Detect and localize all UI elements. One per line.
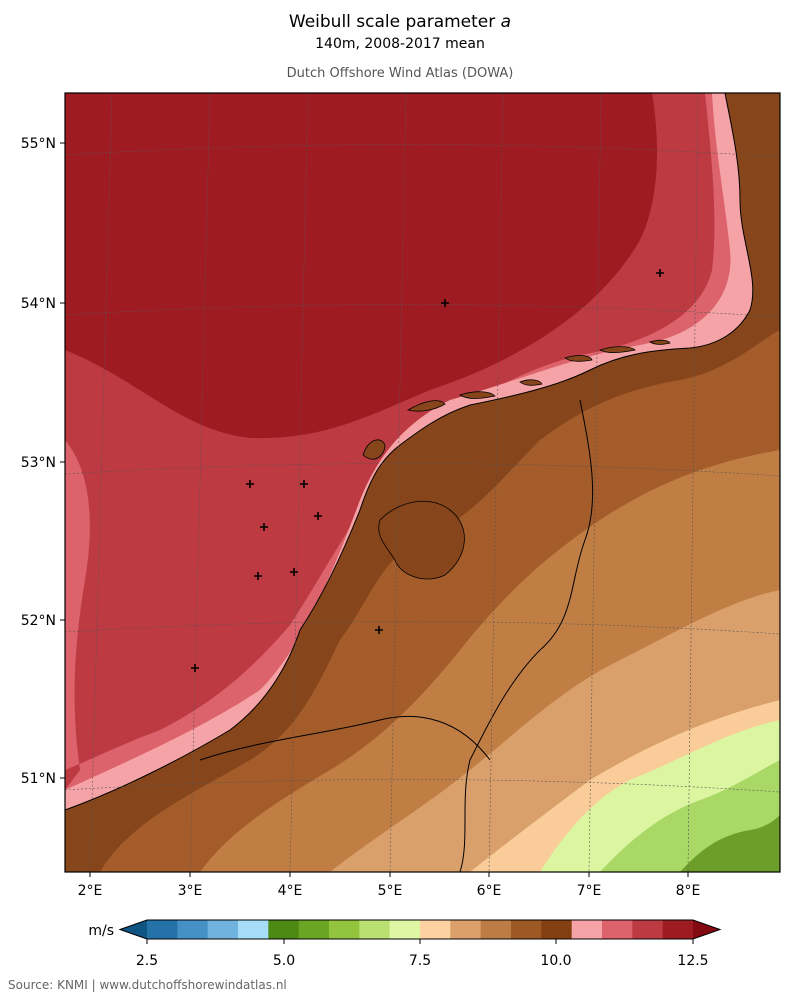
colorbar-tick-label: 2.5 <box>136 953 158 969</box>
latitude-line <box>65 779 780 793</box>
colorbar-cell <box>450 920 482 939</box>
colorbar-tick-label: 5.0 <box>273 953 295 969</box>
site-marker <box>656 269 664 277</box>
island <box>406 400 446 412</box>
longitude-label: 5°E <box>378 883 403 899</box>
colorbar-tick-label: 7.5 <box>409 953 431 969</box>
colorbar-cell <box>480 920 512 939</box>
country-border <box>199 715 491 761</box>
colorbar-cell <box>389 920 421 939</box>
low-wind-region-dark <box>680 815 780 872</box>
longitude-line <box>488 93 504 872</box>
longitude-label: 4°E <box>278 883 303 899</box>
site-marker <box>290 568 298 576</box>
island <box>459 391 496 399</box>
colorbar-cell <box>268 920 300 939</box>
latitude-label: 52°N <box>21 613 56 629</box>
colorbar-cell <box>571 920 603 939</box>
latitude-line <box>65 621 780 635</box>
colorbar-ticks: 2.5 5.0 7.5 10.0 12.5 <box>136 939 709 969</box>
longitude-line <box>588 93 602 872</box>
colorbar-cell <box>632 920 664 939</box>
site-marker <box>260 523 268 531</box>
site-marker <box>246 480 254 488</box>
colorbar: m/s 2.5 5.0 7.5 10.0 12.5 <box>88 919 722 969</box>
longitude-label: 8°E <box>676 883 701 899</box>
colorbar-cell <box>693 920 720 939</box>
colorbar-cell <box>541 920 573 939</box>
map-subtitle: 140m, 2008-2017 mean <box>315 36 485 52</box>
colorbar-cells <box>118 919 722 940</box>
longitude-label: 2°E <box>78 883 103 899</box>
longitude-label: 7°E <box>577 883 602 899</box>
longitude-line <box>289 93 309 872</box>
colorbar-cell <box>662 920 694 939</box>
latitude-label: 53°N <box>21 455 56 471</box>
site-marker <box>254 572 262 580</box>
source-note: Source: KNMI | www.dutchoffshorewindatla… <box>8 978 287 992</box>
colorbar-cell <box>120 920 147 939</box>
longitude-line <box>189 93 211 872</box>
site-markers <box>191 269 664 672</box>
island <box>362 439 386 460</box>
latitude-line <box>65 463 780 477</box>
atlas-credit: Dutch Offshore Wind Atlas (DOWA) <box>286 66 514 81</box>
site-marker <box>191 664 199 672</box>
colorbar-cell <box>177 920 209 939</box>
colorbar-cell <box>147 920 178 939</box>
island <box>519 379 543 386</box>
colorbar-cell <box>207 920 239 939</box>
longitude-line <box>687 93 699 872</box>
latitude-label: 55°N <box>21 136 56 152</box>
colorbar-cell <box>238 920 269 939</box>
colorbar-unit: m/s <box>88 923 114 939</box>
colorbar-cell <box>329 920 360 939</box>
colorbar-cell <box>359 920 391 939</box>
ijsselmeer-lake <box>378 500 465 580</box>
coastlines <box>65 93 754 872</box>
colorbar-tick-label: 10.0 <box>540 953 571 969</box>
map-frame <box>64 92 781 873</box>
colorbar-cell <box>602 920 633 939</box>
site-marker <box>314 512 322 520</box>
latitude-label: 54°N <box>21 296 56 312</box>
longitude-line <box>389 93 407 872</box>
map-plot-area <box>65 93 780 872</box>
site-marker <box>441 299 449 307</box>
latitude-line <box>65 304 780 318</box>
island <box>649 339 671 345</box>
colorbar-cell <box>511 920 542 939</box>
colorbar-tick-label: 12.5 <box>677 953 708 969</box>
latitude-label: 51°N <box>21 771 56 787</box>
longitude-label: 3°E <box>178 883 203 899</box>
site-marker <box>375 626 383 634</box>
longitude-line <box>89 93 113 872</box>
country-border <box>459 399 594 872</box>
latitude-labels: 55°N 54°N 53°N 52°N 51°N <box>21 136 65 787</box>
longitude-labels: 2°E 3°E 4°E 5°E 6°E 7°E 8°E <box>78 872 701 899</box>
colorbar-cell <box>420 920 451 939</box>
map-title: Weibull scale parameter a <box>0 12 800 32</box>
site-marker <box>300 480 308 488</box>
longitude-label: 6°E <box>477 883 502 899</box>
island <box>598 346 636 354</box>
coastline <box>65 93 754 811</box>
island <box>564 355 593 362</box>
colorbar-cell <box>298 920 330 939</box>
latitude-line <box>65 144 780 158</box>
wadden-islands <box>362 339 671 460</box>
graticule-lines <box>65 93 780 872</box>
map-title-text: Weibull scale parameter a <box>288 12 512 32</box>
